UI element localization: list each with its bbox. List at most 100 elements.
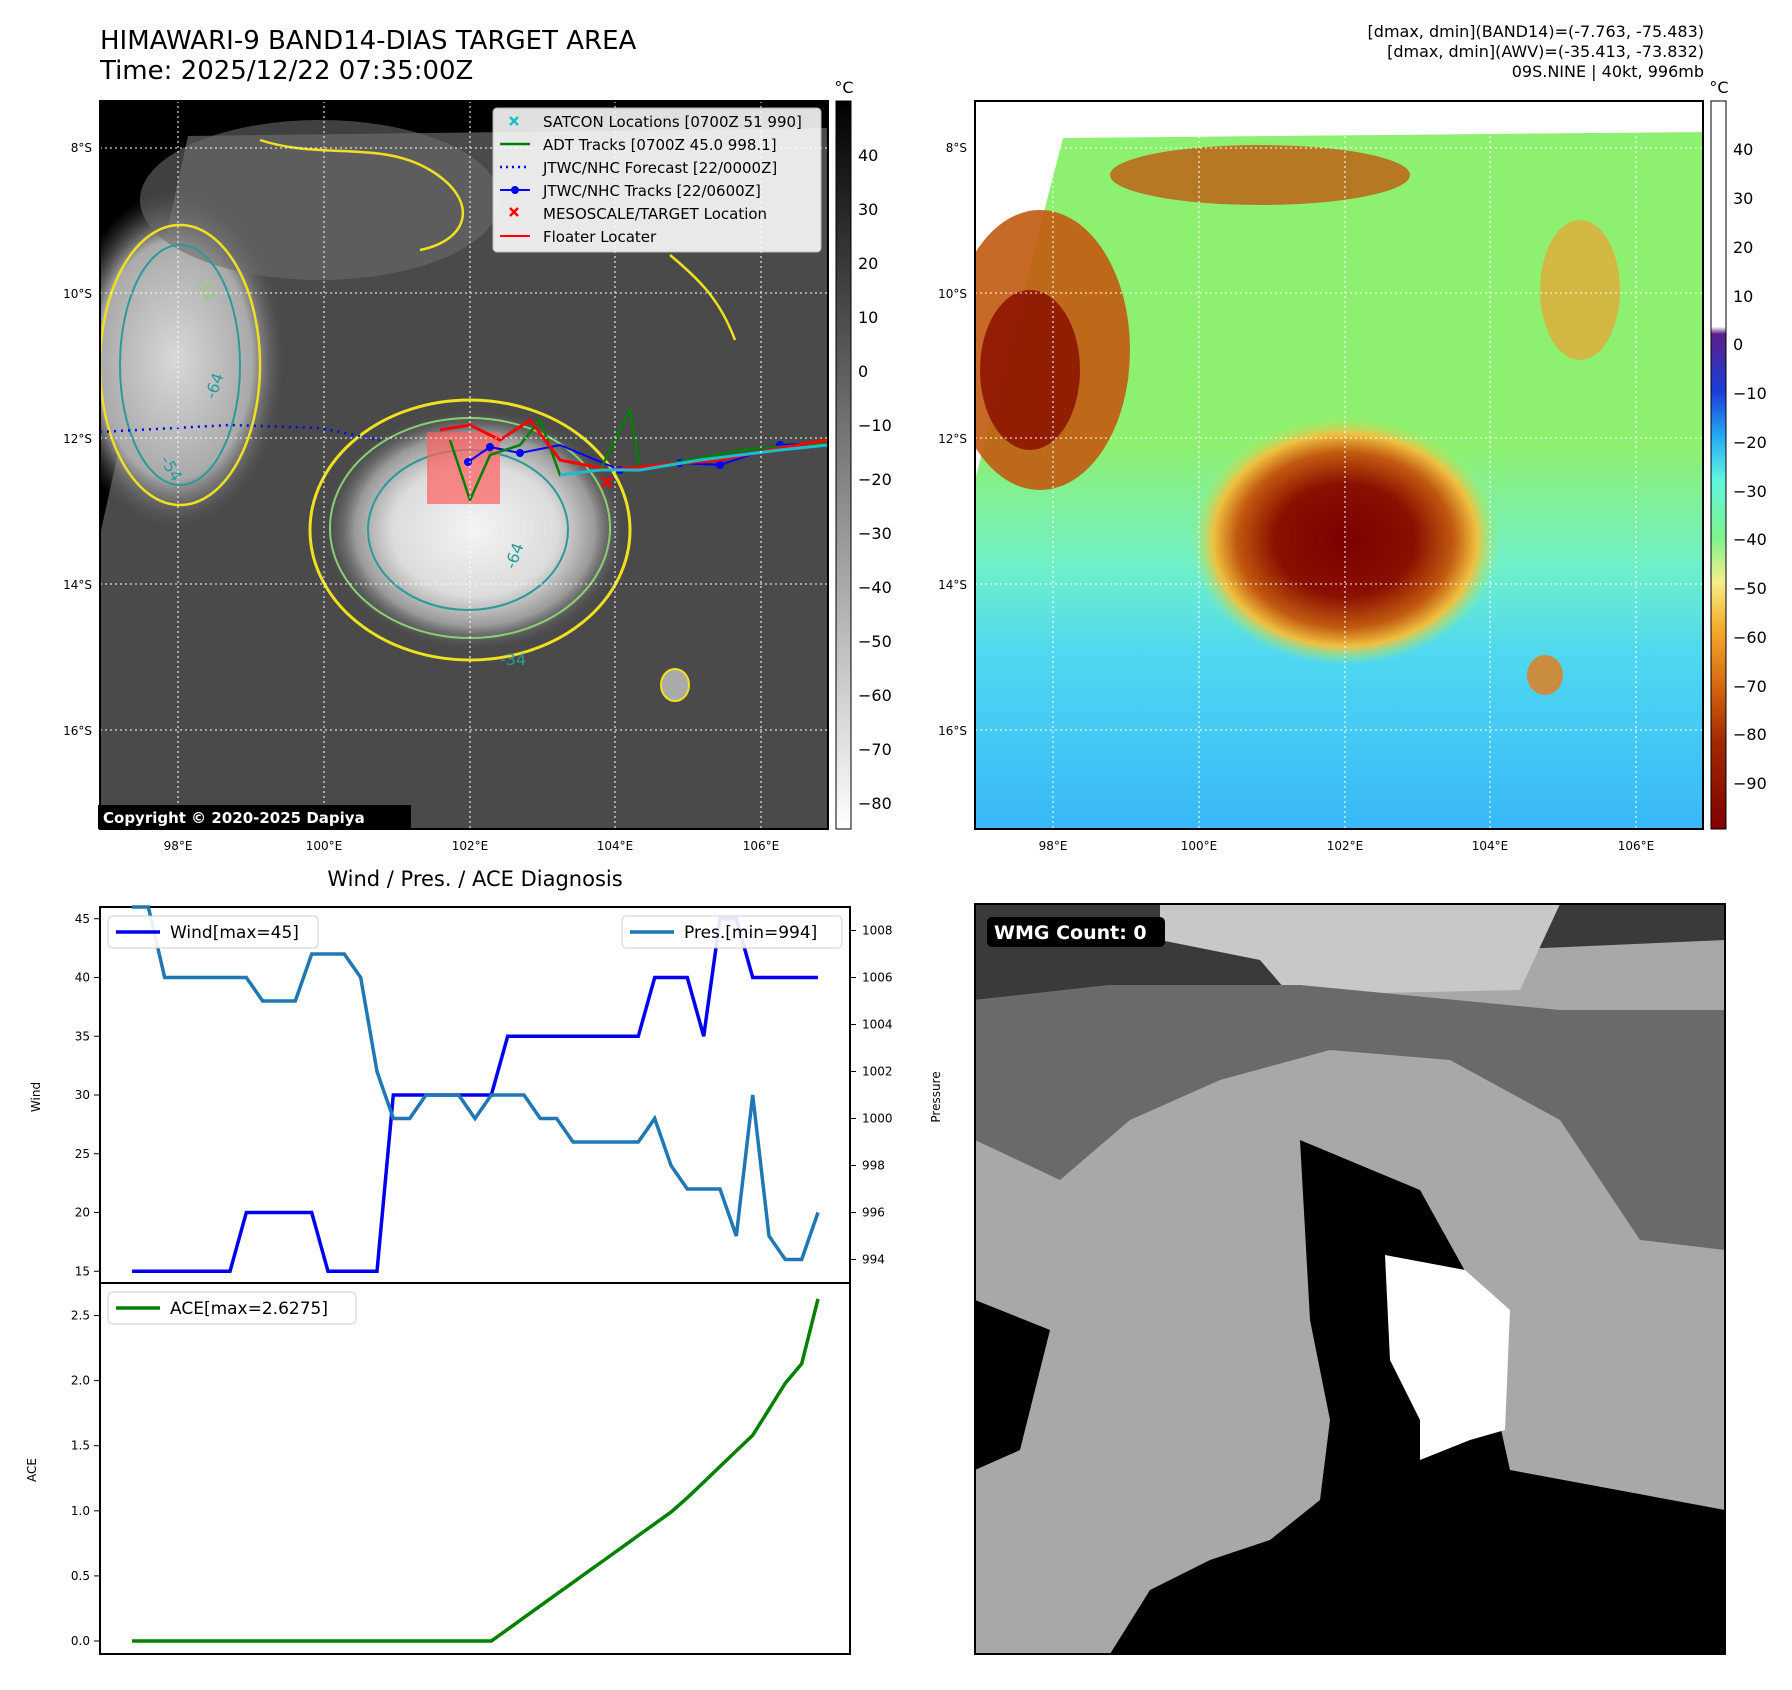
ace-chart-frame	[99, 1282, 851, 1655]
legend-forecast-label: JTWC/NHC Forecast [22/0000Z]	[542, 159, 777, 177]
main-title: HIMAWARI-9 BAND14-DIAS TARGET AREA Time:…	[100, 26, 636, 86]
ir-cbar-tick: −30	[858, 524, 892, 543]
pressure-tick-label: 1008	[862, 924, 893, 938]
ir-colorbar-gradient	[835, 100, 852, 830]
lon-tick: 98°E	[164, 839, 193, 853]
awv-colorbar-unit: °C	[1709, 78, 1728, 97]
awv-storm-core	[1190, 415, 1500, 665]
ir-colorbar-ticks: 40 30 20 10 0 −10 −20 −30 −40 −50 −60 −7…	[858, 146, 892, 813]
info-line-band14: [dmax, dmin](BAND14)=(-7.763, -75.483)	[1367, 22, 1704, 41]
ir-cbar-tick: −10	[858, 416, 892, 435]
wind-tick-label: 20	[75, 1206, 90, 1220]
pressure-tick-label: 1002	[862, 1065, 893, 1079]
ir-cbar-tick: −50	[858, 632, 892, 651]
lon-tick: 106°E	[1618, 839, 1655, 853]
awv-gridlines	[975, 101, 1703, 829]
mesoscale-target-box	[427, 432, 500, 504]
legend-tracks-label: JTWC/NHC Tracks [22/0600Z]	[542, 182, 761, 200]
info-line-storm: 09S.NINE | 40kt, 996mb	[1511, 62, 1704, 81]
pressure-series-line	[132, 905, 820, 1262]
wind-tick-label: 45	[75, 912, 90, 926]
awv-cbar-tick: 0	[1733, 335, 1743, 354]
ir-west-cloud	[100, 190, 285, 530]
lon-tick: 100°E	[1181, 839, 1218, 853]
wind-pressure-chart: 15 20 25 30 35 40 45 994 996 998 1000 1002 1004 1006…	[29, 905, 943, 1284]
ace-tick-label: 1.0	[71, 1504, 90, 1518]
lon-tick: 104°E	[1472, 839, 1509, 853]
lon-tick: 102°E	[452, 839, 489, 853]
awv-cbar-tick: 20	[1733, 238, 1753, 257]
ace-tick-label: 1.5	[71, 1439, 90, 1453]
awv-cbar-tick: 30	[1733, 189, 1753, 208]
wmg-top-light	[1160, 904, 1560, 995]
target-location-marker	[600, 475, 614, 489]
awv-cbar-tick: −10	[1733, 384, 1767, 403]
wind-tick-label: 40	[75, 971, 90, 985]
wind-series-line	[132, 917, 818, 1274]
pressure-tick-label: 1004	[862, 1018, 893, 1032]
awv-cbar-tick: −70	[1733, 677, 1767, 696]
ace-tick-label: 0.5	[71, 1569, 90, 1583]
wmg-west-dark	[975, 1300, 1050, 1470]
ir-cbar-tick: −60	[858, 686, 892, 705]
info-block: [dmax, dmin](BAND14)=(-7.763, -75.483) […	[1368, 22, 1704, 82]
lon-tick: 106°E	[743, 839, 780, 853]
wind-y-ticks: 15 20 25 30 35 40 45	[75, 912, 100, 1278]
legend-satcon-label: SATCON Locations [0700Z 51 990]	[543, 113, 802, 131]
lon-tick: 100°E	[306, 839, 343, 853]
lat-tick: 14°S	[63, 578, 92, 592]
ir-cbar-tick: 30	[858, 200, 878, 219]
copyright-box	[98, 805, 411, 829]
ir-colorbar-unit: °C	[834, 78, 853, 97]
lat-tick: 16°S	[63, 724, 92, 738]
ace-tick-label: 2.0	[71, 1374, 90, 1388]
ace-tick-label: 2.5	[71, 1309, 90, 1323]
pressure-legend-label: Pres.[min=994]	[684, 923, 817, 943]
pressure-y-ticks: 994 996 998 1000 1002 1004 1006 1008	[850, 924, 893, 1267]
wind-tick-label: 30	[75, 1088, 90, 1102]
ir-cbar-tick: −40	[858, 578, 892, 597]
awv-cbar-tick: 40	[1733, 140, 1753, 159]
ir-cbar-tick: 0	[858, 362, 868, 381]
ace-legend-label: ACE[max=2.6275]	[170, 1299, 328, 1319]
wmg-frame	[974, 903, 1726, 1655]
ir-east-contour	[669, 254, 737, 341]
lat-tick: 8°S	[71, 141, 92, 155]
ir-cbar-tick: 10	[858, 308, 878, 327]
lon-tick: 104°E	[597, 839, 634, 853]
ace-axis-label: ACE	[25, 1458, 39, 1482]
wmg-mid-gray	[975, 985, 1725, 1250]
awv-east-moisture	[1540, 220, 1620, 360]
wind-legend-label: Wind[max=45]	[170, 923, 299, 943]
copyright-text: Copyright © 2020-2025 Dapiya	[103, 809, 365, 827]
awv-cbar-tick: −90	[1733, 774, 1767, 793]
lat-tick: 14°S	[938, 578, 967, 592]
awv-cbar-tick: −20	[1733, 433, 1767, 452]
awv-cbar-tick: −50	[1733, 579, 1767, 598]
wmg-eye-bright	[1385, 1255, 1510, 1460]
jtwc-forecast-line	[100, 423, 381, 442]
awv-cbar-tick: −60	[1733, 628, 1767, 647]
awv-cbar-tick: −40	[1733, 530, 1767, 549]
wind-legend-box	[107, 915, 319, 949]
awv-cbar-tick: 10	[1733, 287, 1753, 306]
wind-tick-label: 25	[75, 1147, 90, 1161]
lat-tick: 12°S	[63, 432, 92, 446]
ir-west-contour-outer	[100, 223, 262, 507]
awv-cbar-tick: −30	[1733, 482, 1767, 501]
ir-storm-core	[325, 410, 625, 650]
legend-target-marker	[509, 207, 519, 217]
legend-satcon-marker	[509, 116, 519, 126]
diagnosis-title: Wind / Pres. / ACE Diagnosis	[327, 867, 622, 891]
ir-lat-ticks: 8°S 10°S 12°S 14°S 16°S	[63, 141, 92, 738]
ir-colorbar: °C 40 30 20 10 0 −10 −20 −30 −40 −50 −60…	[834, 78, 892, 830]
map-legend: SATCON Locations [0700Z 51 990] ADT Trac…	[492, 107, 822, 253]
awv-map-frame	[974, 100, 1704, 830]
lat-tick: 10°S	[938, 287, 967, 301]
ir-west-contour-inner	[119, 244, 241, 486]
ir-small-cell	[660, 668, 690, 702]
legend-floater-label: Floater Locater	[543, 228, 657, 246]
ir-lon-ticks: 98°E 100°E 102°E 104°E 106°E	[164, 839, 780, 853]
title-line: HIMAWARI-9 BAND14-DIAS TARGET AREA	[100, 26, 637, 56]
